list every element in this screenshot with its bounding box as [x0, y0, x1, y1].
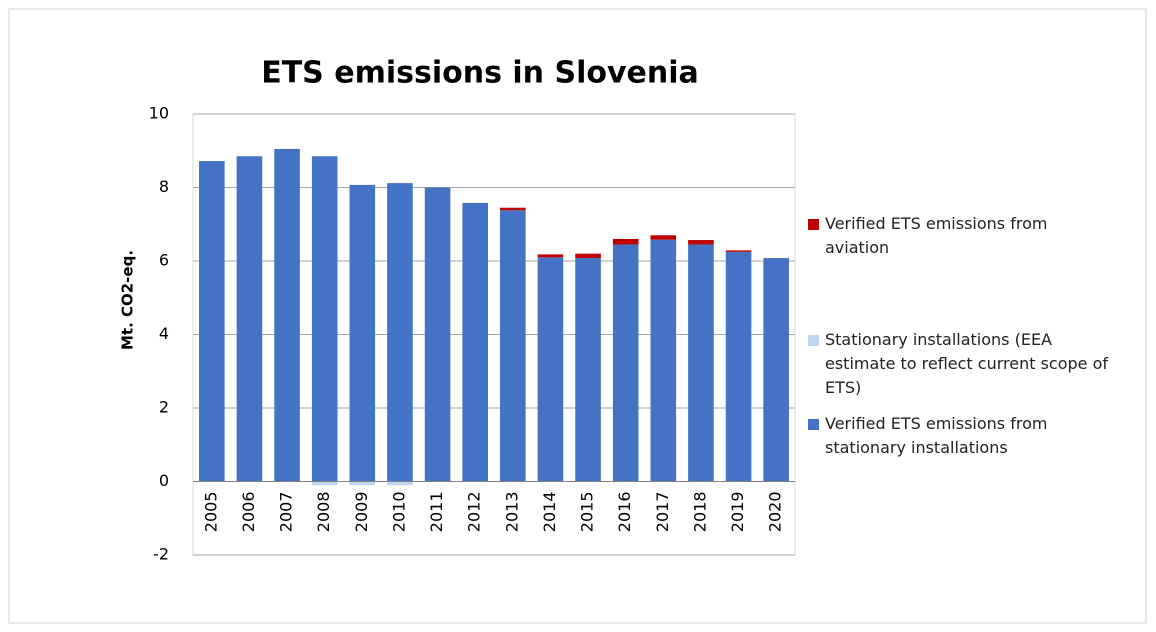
y-tick-label: 8 [159, 177, 169, 196]
bar-segment [349, 184, 376, 482]
bar-segment [575, 253, 601, 259]
bar-segment [500, 210, 526, 482]
x-tick-label: 2020 [766, 492, 785, 533]
bar-segment [688, 240, 714, 245]
bar-segment [462, 202, 488, 482]
bar-segment [650, 235, 677, 240]
bar-segment [725, 251, 752, 482]
x-tick-label: 2005 [201, 492, 220, 533]
legend-swatch [808, 419, 819, 430]
legend-label: Stationary installations (EEA estimate t… [825, 330, 1109, 397]
y-tick-label: 6 [159, 251, 169, 270]
bar-segment [349, 481, 376, 486]
y-tick-label: 4 [159, 324, 169, 343]
y-tick-label: 10 [149, 104, 169, 123]
x-tick-label: 2010 [389, 492, 408, 533]
y-tick-label: 2 [159, 398, 169, 417]
chart-title: ETS emissions in Slovenia [261, 56, 699, 91]
bar-segment [575, 258, 601, 482]
x-tick-label: 2019 [728, 492, 747, 533]
legend-swatch [808, 335, 819, 346]
x-tick-label: 2015 [578, 492, 597, 533]
x-tick-label: 2012 [465, 492, 484, 533]
bar-segment [650, 239, 677, 482]
x-tick-label: 2013 [502, 492, 521, 533]
bar-segment [311, 156, 338, 482]
x-tick-label: 2016 [615, 492, 634, 533]
bar-segment [612, 238, 639, 245]
bar-segment [199, 161, 225, 482]
bar-segment [537, 257, 564, 482]
x-tick-label: 2007 [277, 492, 296, 533]
y-tick-label: -2 [153, 545, 169, 564]
bar-segment [500, 207, 526, 211]
bar-segment [725, 250, 752, 252]
bar-segment [236, 156, 263, 482]
bar-segment [424, 187, 451, 482]
x-tick-label: 2018 [690, 492, 709, 533]
y-axis-title: Mt. CO2-eq. [119, 250, 137, 350]
x-tick-label: 2006 [239, 492, 258, 533]
legend-label: Verified ETS emissions from aviation [825, 214, 1048, 257]
x-tick-label: 2009 [352, 492, 371, 533]
bar-segment [311, 481, 338, 486]
y-tick-label: 0 [159, 471, 169, 490]
x-tick-label: 2017 [653, 492, 672, 533]
bar-segment [763, 258, 789, 482]
bar-segment [387, 183, 413, 482]
bar-segment [612, 244, 639, 482]
bar-segment [274, 148, 300, 482]
bar-segment [688, 244, 714, 482]
x-tick-label: 2011 [427, 492, 446, 533]
x-tick-label: 2014 [540, 492, 559, 533]
chart-border [8, 8, 1147, 624]
legend-swatch [808, 219, 819, 230]
legend-label: Verified ETS emissions from stationary i… [825, 414, 1048, 457]
bar-segment [537, 254, 564, 258]
bar-segment [387, 481, 413, 486]
x-tick-label: 2008 [314, 492, 333, 533]
